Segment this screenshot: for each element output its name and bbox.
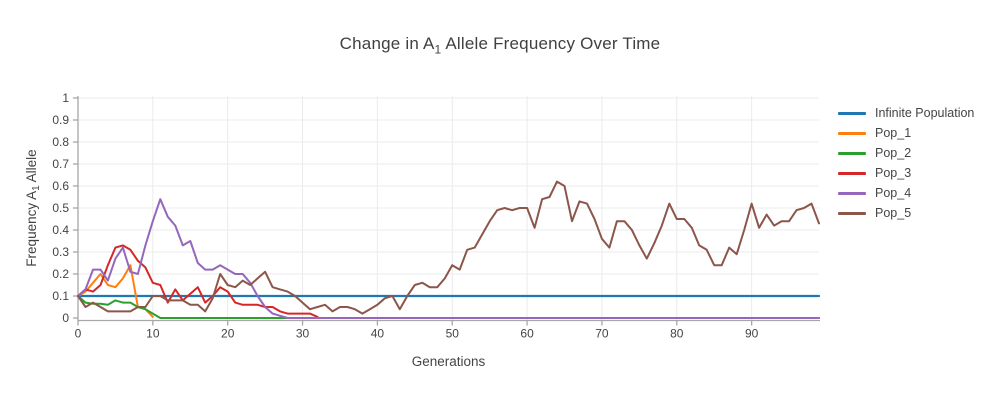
x-tick-label: 80 [670, 327, 684, 341]
y-tick-label: 0.6 [52, 179, 69, 193]
legend-swatch [838, 111, 866, 115]
legend-item-pop-4[interactable]: Pop_4 [838, 183, 974, 203]
legend-swatch [838, 191, 866, 195]
y-tick-label: 0.8 [52, 135, 69, 149]
x-tick-label: 50 [446, 327, 460, 341]
legend-item-pop-1[interactable]: Pop_1 [838, 123, 974, 143]
x-tick-label: 10 [146, 327, 160, 341]
legend-item-infinite-population[interactable]: Infinite Population [838, 103, 974, 123]
y-tick-label: 0.4 [52, 223, 69, 237]
x-tick-label: 90 [745, 327, 759, 341]
legend-label: Pop_5 [875, 206, 912, 220]
y-tick-label: 0.3 [52, 245, 69, 259]
series-line-pop-3 [77, 244, 319, 318]
legend-label: Pop_4 [875, 186, 912, 200]
y-tick-label: 0.7 [52, 157, 69, 171]
y-tick-label: 0.5 [52, 201, 69, 215]
legend-label: Pop_1 [875, 126, 912, 140]
y-tick-label: 0.1 [52, 289, 69, 303]
chart-title-subscript: 1 [434, 42, 442, 57]
legend-label: Infinite Population [875, 106, 975, 120]
legend-swatch [838, 211, 866, 215]
y-tick-label: 1 [62, 91, 69, 105]
legend-swatch [838, 131, 866, 135]
x-axis-title: Generations [412, 354, 486, 369]
x-tick-label: 70 [595, 327, 609, 341]
legend-swatch [838, 151, 866, 155]
y-tick-label: 0.9 [52, 113, 69, 127]
legend-item-pop-3[interactable]: Pop_3 [838, 163, 974, 183]
legend-swatch [838, 171, 866, 175]
x-tick-label: 60 [520, 327, 534, 341]
legend-item-pop-5[interactable]: Pop_5 [838, 203, 974, 223]
series-line-pop-5 [77, 180, 820, 315]
x-tick-label: 30 [296, 327, 310, 341]
legend-label: Pop_2 [875, 146, 912, 160]
x-tick-label: 40 [371, 327, 385, 341]
y-tick-label: 0 [62, 311, 69, 325]
y-axis-title: Frequency A1 Allele [24, 149, 42, 266]
legend-item-pop-2[interactable]: Pop_2 [838, 143, 974, 163]
x-tick-label: 0 [75, 327, 82, 341]
chart-title-suffix: Allele Frequency Over Time [441, 34, 661, 53]
y-tick-label: 0.2 [52, 267, 69, 281]
chart-title: Change in A1 Allele Frequency Over Time [0, 34, 1000, 56]
series-line-pop-4 [77, 198, 820, 319]
legend-label: Pop_3 [875, 166, 912, 180]
legend: Infinite Population Pop_1 Pop_2 Pop_3 Pop_4 P… [838, 103, 974, 223]
x-tick-label: 20 [221, 327, 235, 341]
chart-title-prefix: Change in A [339, 34, 435, 53]
